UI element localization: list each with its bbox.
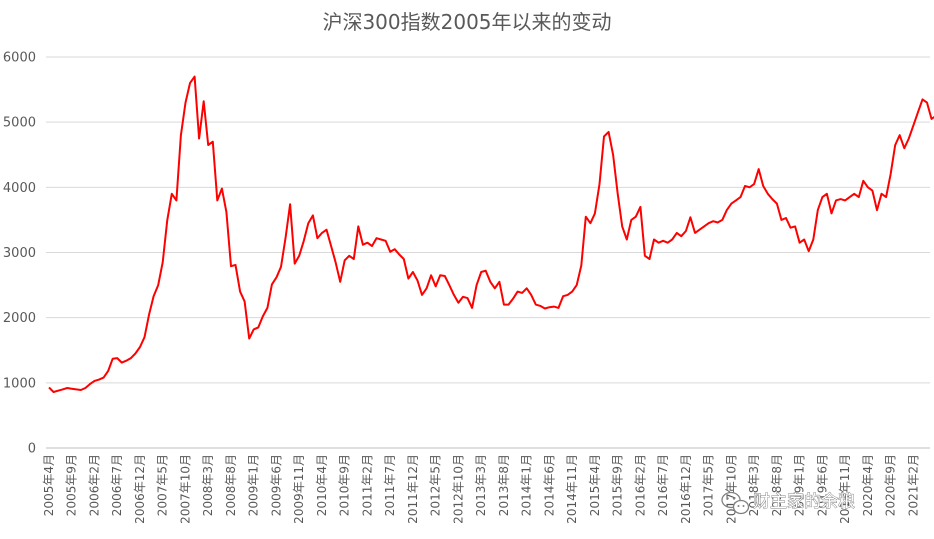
x-tick-label: 2018年8月 [770,454,784,516]
series-line [48,75,934,393]
x-tick-label: 2012年10月 [451,454,465,524]
x-tick-label: 2008年8月 [224,454,238,516]
x-tick-label: 2006年7月 [110,454,124,516]
y-tick-label: 0 [28,442,36,457]
x-tick-label: 2019年1月 [793,454,807,516]
y-axis-ticks: 0 1000 2000 3000 4000 5000 6000 [3,51,36,457]
x-tick-label: 2018年3月 [747,454,761,516]
x-tick-label: 2013年3月 [474,454,488,516]
x-tick-label: 2006年12月 [133,454,147,524]
x-tick-label: 2015年9月 [611,454,625,516]
x-tick-label: 2009年6月 [269,454,283,516]
x-tick-label: 2020年9月 [884,454,898,516]
x-tick-label: 2007年5月 [156,454,170,516]
x-tick-label: 2017年5月 [702,454,716,516]
y-tick-label: 2000 [3,311,36,326]
x-tick-label: 2013年8月 [497,454,511,516]
gridlines [46,56,930,384]
y-tick-label: 1000 [3,376,36,391]
x-axis-ticks: 2005年4月 2005年9月 2006年2月 2006年7月 2006年12月 2007… [42,454,920,524]
x-tick-label: 2021年2月 [906,454,920,516]
x-tick-label: 2019年6月 [815,454,829,516]
x-tick-label: 2016年12月 [679,454,693,524]
x-tick-label: 2009年1月 [247,454,261,516]
x-tick-label: 2019年11月 [838,454,852,524]
x-tick-label: 2011年7月 [383,454,397,516]
chart-title: 沪深300指数2005年以来的变动 [322,10,611,34]
watermark: 财主家的余粮 [721,491,855,515]
x-tick-label: 2005年9月 [65,454,79,516]
x-tick-label: 2010年4月 [315,454,329,516]
x-tick-label: 2006年2月 [87,454,101,516]
x-tick-label: 2020年4月 [861,454,875,516]
watermark-text: 财主家的余粮 [753,492,855,512]
y-tick-label: 5000 [3,116,36,131]
x-tick-label: 2010年9月 [338,454,352,516]
x-tick-label: 2014年1月 [520,454,534,516]
y-tick-label: 4000 [3,181,36,196]
x-tick-label: 2016年7月 [656,454,670,516]
wechat-bubble-icon [721,491,750,515]
x-tick-label: 2015年4月 [588,454,602,516]
x-tick-label: 2009年11月 [292,454,306,524]
x-tick-label: 2011年12月 [406,454,420,524]
x-tick-label: 2012年5月 [429,454,443,516]
x-tick-label: 2005年4月 [42,454,56,516]
x-tick-label: 2007年10月 [178,454,192,524]
y-tick-label: 6000 [3,51,36,66]
x-tick-label: 2016年2月 [633,454,647,516]
series-layer [48,75,934,393]
y-tick-label: 3000 [3,246,36,261]
x-tick-label: 2014年6月 [542,454,556,516]
x-tick-label: 2014年11月 [565,454,579,524]
x-tick-label: 2008年3月 [201,454,215,516]
x-tick-label: 2011年2月 [360,454,374,516]
x-tick-label: 2017年10月 [724,454,738,524]
